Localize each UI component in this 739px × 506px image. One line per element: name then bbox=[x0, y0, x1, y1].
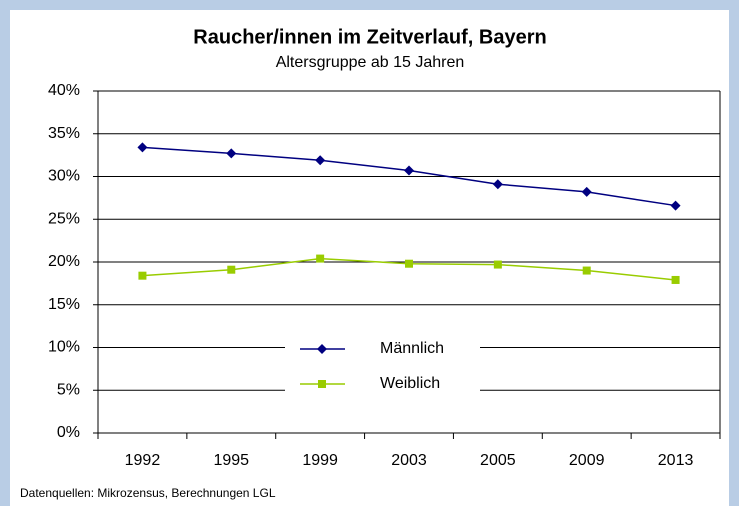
x-tick-label: 2003 bbox=[391, 452, 427, 469]
marker bbox=[492, 179, 503, 190]
x-tick-label: 1992 bbox=[125, 452, 161, 469]
marker bbox=[671, 275, 680, 284]
marker bbox=[318, 380, 326, 388]
y-tick-label: 35% bbox=[48, 125, 80, 142]
marker bbox=[316, 254, 325, 263]
marker bbox=[137, 142, 148, 153]
marker bbox=[226, 148, 237, 159]
chart-subtitle: Altersgruppe ab 15 Jahren bbox=[276, 54, 465, 71]
marker bbox=[317, 344, 327, 354]
marker bbox=[315, 155, 326, 166]
y-tick-label: 10% bbox=[48, 339, 80, 356]
marker bbox=[670, 200, 681, 211]
y-tick-label: 20% bbox=[48, 253, 80, 270]
y-tick-label: 30% bbox=[48, 168, 80, 185]
y-tick-label: 0% bbox=[57, 424, 80, 441]
y-tick-label: 25% bbox=[48, 210, 80, 227]
y-tick-label: 5% bbox=[57, 381, 80, 398]
x-tick-label: 2009 bbox=[569, 452, 605, 469]
legend-label: Weiblich bbox=[380, 375, 440, 392]
chart-area bbox=[10, 10, 729, 506]
x-tick-label: 2013 bbox=[658, 452, 694, 469]
source-note: Datenquellen: Mikrozensus, Berechnungen … bbox=[20, 486, 276, 500]
marker bbox=[582, 266, 591, 275]
marker bbox=[138, 271, 147, 280]
marker bbox=[227, 265, 236, 274]
x-tick-label: 1999 bbox=[302, 452, 338, 469]
marker bbox=[581, 186, 592, 197]
y-tick-label: 40% bbox=[48, 82, 80, 99]
legend-box bbox=[285, 330, 480, 402]
x-tick-label: 1995 bbox=[213, 452, 249, 469]
marker bbox=[405, 259, 413, 268]
legend-label: Männlich bbox=[380, 340, 444, 357]
y-tick-label: 15% bbox=[48, 296, 80, 313]
marker bbox=[493, 260, 502, 269]
x-tick-label: 2005 bbox=[480, 452, 516, 469]
marker bbox=[404, 165, 414, 176]
chart-title: Raucher/innen im Zeitverlauf, Bayern bbox=[193, 26, 546, 48]
